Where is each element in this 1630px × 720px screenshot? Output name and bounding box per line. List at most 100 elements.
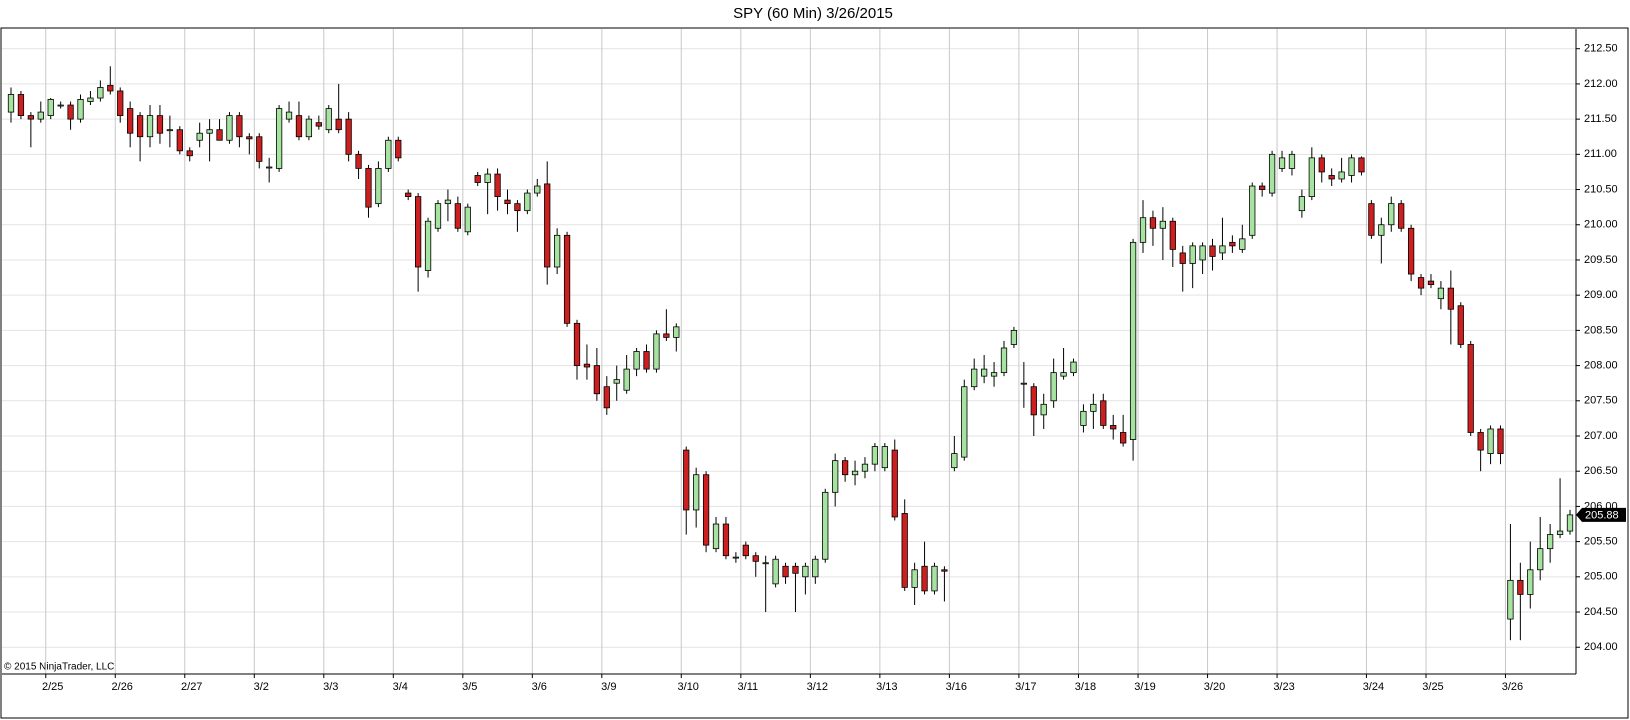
candle-body bbox=[315, 122, 322, 127]
candle-body bbox=[931, 565, 938, 592]
candle-body bbox=[911, 569, 918, 588]
candle-body bbox=[534, 185, 541, 194]
candle-body bbox=[841, 460, 849, 476]
candle-body bbox=[702, 474, 710, 546]
candle-body bbox=[941, 569, 948, 572]
candle-body bbox=[1219, 245, 1226, 254]
candle-body bbox=[792, 565, 799, 574]
candle-body bbox=[1179, 252, 1186, 264]
candle-body bbox=[1407, 227, 1415, 275]
x-tick-label: 3/26 bbox=[1502, 681, 1523, 693]
candle-body bbox=[613, 379, 620, 384]
candle-body bbox=[1110, 425, 1117, 430]
y-tick-label: 207.00 bbox=[1584, 430, 1618, 442]
candle-body bbox=[1497, 428, 1504, 455]
candle-body bbox=[266, 166, 273, 169]
y-tick-label: 210.50 bbox=[1584, 183, 1618, 195]
x-tick-label: 3/12 bbox=[807, 681, 828, 693]
candle-body bbox=[1159, 220, 1167, 229]
candle-body bbox=[1259, 185, 1266, 190]
y-tick-label: 210.00 bbox=[1584, 219, 1618, 231]
candle-body bbox=[1010, 329, 1018, 345]
y-tick-label: 208.00 bbox=[1584, 359, 1618, 371]
x-tick-label: 3/4 bbox=[393, 681, 408, 693]
candle-body bbox=[871, 446, 879, 465]
y-tick-label: 204.00 bbox=[1584, 641, 1618, 653]
y-tick-label: 211.00 bbox=[1584, 148, 1617, 160]
candle-body bbox=[643, 351, 650, 370]
x-tick-label: 3/6 bbox=[532, 681, 547, 693]
candle-body bbox=[1080, 410, 1087, 426]
x-tick-label: 3/13 bbox=[876, 681, 897, 693]
candle-body bbox=[504, 199, 511, 205]
candle-body bbox=[186, 150, 193, 157]
candle-body bbox=[434, 203, 442, 229]
candle-body bbox=[782, 565, 789, 578]
candle-body bbox=[1030, 386, 1037, 416]
candle-body bbox=[335, 118, 342, 131]
x-tick-label: 3/9 bbox=[601, 681, 616, 693]
candle-body bbox=[1537, 548, 1544, 571]
candle-body bbox=[206, 129, 213, 134]
candle-body bbox=[1368, 203, 1375, 236]
candle-body bbox=[146, 115, 154, 138]
candle-body bbox=[1437, 287, 1445, 300]
x-tick-label: 3/25 bbox=[1422, 681, 1443, 693]
y-tick-label: 204.50 bbox=[1584, 606, 1618, 618]
candle-body bbox=[484, 173, 491, 183]
x-tick-label: 3/24 bbox=[1363, 681, 1384, 693]
x-tick-label: 3/23 bbox=[1273, 681, 1294, 693]
candle-body bbox=[514, 203, 521, 212]
candle-body bbox=[385, 139, 392, 169]
candle-body bbox=[752, 555, 759, 562]
candle-body bbox=[395, 139, 402, 159]
candle-body bbox=[1090, 403, 1097, 412]
x-tick-label: 3/17 bbox=[1015, 681, 1036, 693]
candle-body bbox=[424, 220, 432, 271]
x-tick-label: 2/25 bbox=[42, 681, 63, 693]
copyright: © 2015 NinjaTrader, LLC bbox=[4, 662, 114, 673]
candle-body bbox=[285, 111, 293, 120]
candle-body bbox=[345, 118, 352, 155]
candle-body bbox=[603, 386, 610, 409]
candle-body bbox=[653, 333, 660, 370]
candle-body bbox=[593, 365, 600, 395]
candle-body bbox=[921, 565, 928, 592]
candle-body bbox=[891, 449, 898, 518]
candle-body bbox=[414, 196, 422, 268]
y-tick-label: 209.00 bbox=[1584, 289, 1618, 301]
candle-body bbox=[17, 94, 25, 117]
candle-body bbox=[1338, 171, 1345, 180]
candle-body bbox=[375, 168, 382, 205]
candle-body bbox=[1249, 185, 1256, 236]
candle-body bbox=[494, 173, 501, 197]
candle-body bbox=[1566, 514, 1574, 532]
candle-body bbox=[1050, 372, 1057, 402]
candle-body bbox=[1209, 245, 1216, 257]
candle-body bbox=[1169, 220, 1176, 250]
candle-body bbox=[1229, 241, 1236, 247]
candle-body bbox=[762, 562, 769, 565]
candle-body bbox=[861, 463, 869, 472]
candle-body bbox=[27, 115, 34, 120]
candle-body bbox=[1328, 175, 1335, 180]
candle-body bbox=[1487, 428, 1494, 455]
candle-body bbox=[722, 523, 730, 557]
candle-body bbox=[1020, 382, 1027, 385]
candle-body bbox=[107, 84, 114, 92]
x-tick-label: 3/3 bbox=[323, 681, 338, 693]
candle-body bbox=[226, 115, 233, 141]
candle-body bbox=[47, 99, 54, 117]
candle-body bbox=[117, 90, 124, 117]
y-tick-label: 211.50 bbox=[1584, 113, 1617, 125]
candle-body bbox=[1308, 157, 1315, 197]
candle-body bbox=[1239, 238, 1246, 250]
candle-body bbox=[832, 460, 839, 493]
candle-body bbox=[405, 192, 412, 197]
candle-body bbox=[673, 326, 680, 338]
candle-body bbox=[474, 175, 481, 183]
candle-body bbox=[464, 206, 471, 233]
candle-body bbox=[1040, 403, 1047, 416]
candle-body bbox=[136, 115, 144, 138]
